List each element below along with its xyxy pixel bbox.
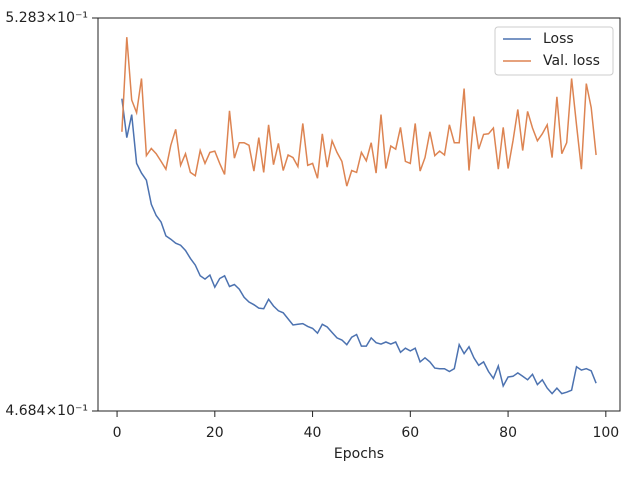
- x-tick-label: 0: [113, 425, 122, 441]
- x-tick-label: 40: [304, 425, 322, 441]
- x-tick-label: 80: [499, 425, 517, 441]
- y-tick-label: 4.684×10⁻¹: [5, 403, 88, 419]
- line-series: [121, 98, 597, 395]
- x-tick-label: 60: [401, 425, 419, 441]
- plot-frame: [97, 17, 621, 412]
- x-axis-label: Epochs: [334, 446, 384, 462]
- legend-label: Val. loss: [543, 53, 600, 69]
- line-series: [121, 37, 597, 187]
- legend-label: Loss: [543, 31, 574, 47]
- x-tick-label: 20: [206, 425, 224, 441]
- x-tick-label: 100: [592, 425, 619, 441]
- y-tick-label: 5.283×10⁻¹: [5, 10, 88, 26]
